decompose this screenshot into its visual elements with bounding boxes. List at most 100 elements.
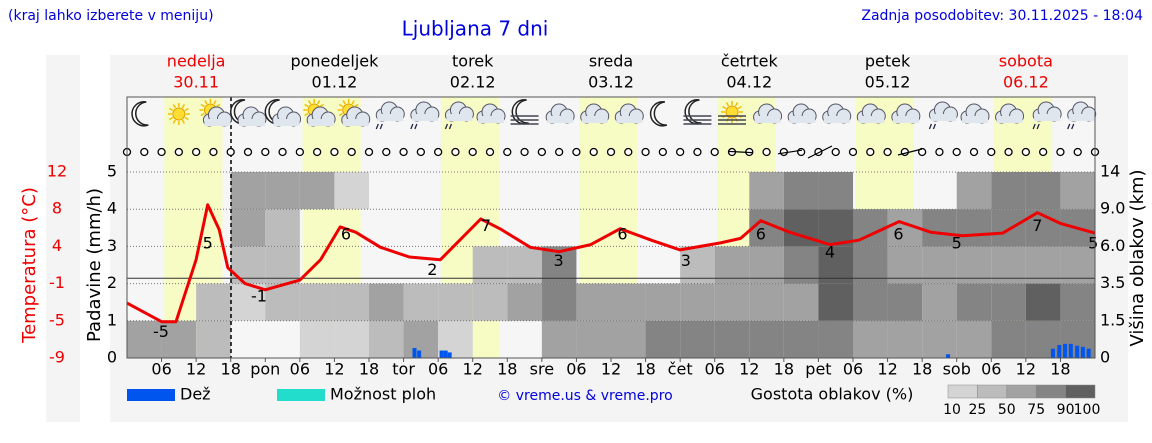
x-tick-label: 06 xyxy=(566,360,586,379)
x-tick-label: 06 xyxy=(981,360,1001,379)
wind-marker xyxy=(520,147,529,157)
cloud-cell xyxy=(749,320,784,358)
icon-cloud xyxy=(754,116,781,123)
icon-sun xyxy=(172,107,186,121)
icon-ray xyxy=(354,103,359,108)
icon-ray xyxy=(338,112,344,117)
cloud-cell xyxy=(956,172,992,210)
cloud-cell xyxy=(196,283,231,321)
x-tick-label: pet xyxy=(805,360,831,379)
temperature-line xyxy=(126,203,1096,324)
location-note: (kraj lahko izberete v meniju) xyxy=(8,8,214,24)
cloud-cell xyxy=(1025,283,1061,321)
wind-marker xyxy=(831,147,840,157)
wind-marker xyxy=(451,147,460,157)
cloud-cell xyxy=(853,246,888,284)
cloud-cell xyxy=(507,283,542,321)
y-tick-label: 5 xyxy=(107,162,117,181)
cloud-cell xyxy=(541,283,577,321)
x-tick-label: 18 xyxy=(221,360,241,379)
cloud-cell xyxy=(853,320,888,358)
cloud-legend-label: 50 xyxy=(998,402,1016,418)
icon-ray xyxy=(168,116,174,121)
wind-marker xyxy=(226,147,235,157)
icon-ray xyxy=(342,100,346,105)
cloud-cell xyxy=(818,172,853,210)
day-name: sobota xyxy=(999,52,1053,71)
icon-ray xyxy=(722,105,727,110)
cloud-cell xyxy=(714,283,750,321)
cloud-cell xyxy=(334,172,369,210)
precipitation-bar xyxy=(443,350,448,358)
temperature-extreme-label: 6 xyxy=(341,225,351,244)
wind-marker xyxy=(1021,147,1031,157)
icon-ray xyxy=(338,103,344,108)
wind-marker xyxy=(278,147,287,157)
temperature-extreme-label: 6 xyxy=(617,225,627,244)
cloud-cell xyxy=(265,172,300,210)
icon-ray xyxy=(168,107,174,112)
temperature-extreme-label: 6 xyxy=(893,225,903,244)
cloud-cell xyxy=(369,320,404,358)
icon-cloud xyxy=(616,116,643,123)
cloud-cell xyxy=(956,209,992,247)
x-tick-label: sob xyxy=(943,360,971,379)
wind-marker xyxy=(848,147,858,157)
wind-marker xyxy=(952,147,961,157)
x-tick-label: pon xyxy=(250,360,280,379)
wind-barb xyxy=(897,148,923,156)
cloud-cell xyxy=(956,283,992,321)
precipitation-bar xyxy=(1050,348,1055,358)
precipitation-bar xyxy=(1075,345,1080,358)
icon-cloud xyxy=(411,114,438,121)
wind-marker xyxy=(243,147,253,157)
x-tick-label: 06 xyxy=(843,360,863,379)
icon-ray xyxy=(213,100,217,105)
cloud-cell xyxy=(161,320,197,358)
day-date: 04.12 xyxy=(726,73,772,92)
cloud-cell xyxy=(922,283,957,321)
wind-marker xyxy=(468,147,477,157)
day-name: ponedeljek xyxy=(290,52,379,71)
wind-marker xyxy=(209,147,218,157)
cloud-cell xyxy=(230,209,266,247)
icon-moon xyxy=(131,101,149,127)
x-tick-label: 06 xyxy=(290,360,310,379)
legend-swatch xyxy=(127,389,175,401)
wind-marker xyxy=(312,147,322,157)
icon-ray xyxy=(319,103,325,108)
precipitation-bar xyxy=(1063,343,1068,358)
icon-ray xyxy=(307,100,312,105)
temperature-extreme-label: -5 xyxy=(153,322,169,341)
cloud-cell xyxy=(991,283,1026,321)
wind-marker xyxy=(261,147,270,157)
temperature-extreme-label: 2 xyxy=(427,260,437,279)
x-tick-label: 12 xyxy=(877,360,897,379)
icon-cloud xyxy=(930,114,957,121)
icon-cloud xyxy=(1068,114,1095,121)
icon-cloud xyxy=(1034,114,1061,121)
wind-marker xyxy=(969,147,979,157)
y-tick-label: 2 xyxy=(107,273,117,292)
x-tick-label: tor xyxy=(392,360,415,379)
precipitation-bar xyxy=(1068,343,1073,358)
wind-marker xyxy=(1073,147,1082,157)
cloud-cell xyxy=(265,283,300,321)
chart-title: Ljubljana 7 dni xyxy=(402,17,549,41)
icon-cloud xyxy=(892,116,919,123)
wind-barb xyxy=(807,145,833,159)
plot-frame xyxy=(126,96,1096,359)
cloud-cell xyxy=(991,209,1026,247)
icon-ray xyxy=(200,112,205,117)
icon-sun xyxy=(725,105,739,119)
wind-marker xyxy=(485,147,495,157)
wind-marker xyxy=(917,147,927,157)
wind-marker xyxy=(762,147,771,157)
wind-marker xyxy=(382,147,391,157)
temperature-tick-label: -9 xyxy=(49,348,65,367)
icon-cloud xyxy=(239,119,265,126)
cloud-legend-swatch xyxy=(1065,384,1096,399)
day-name: nedelja xyxy=(167,52,226,71)
credit: © vreme.us & vreme.pro xyxy=(497,388,672,404)
update-time: Zadnja posodobitev: 30.11.2025 - 18:04 xyxy=(861,8,1143,24)
